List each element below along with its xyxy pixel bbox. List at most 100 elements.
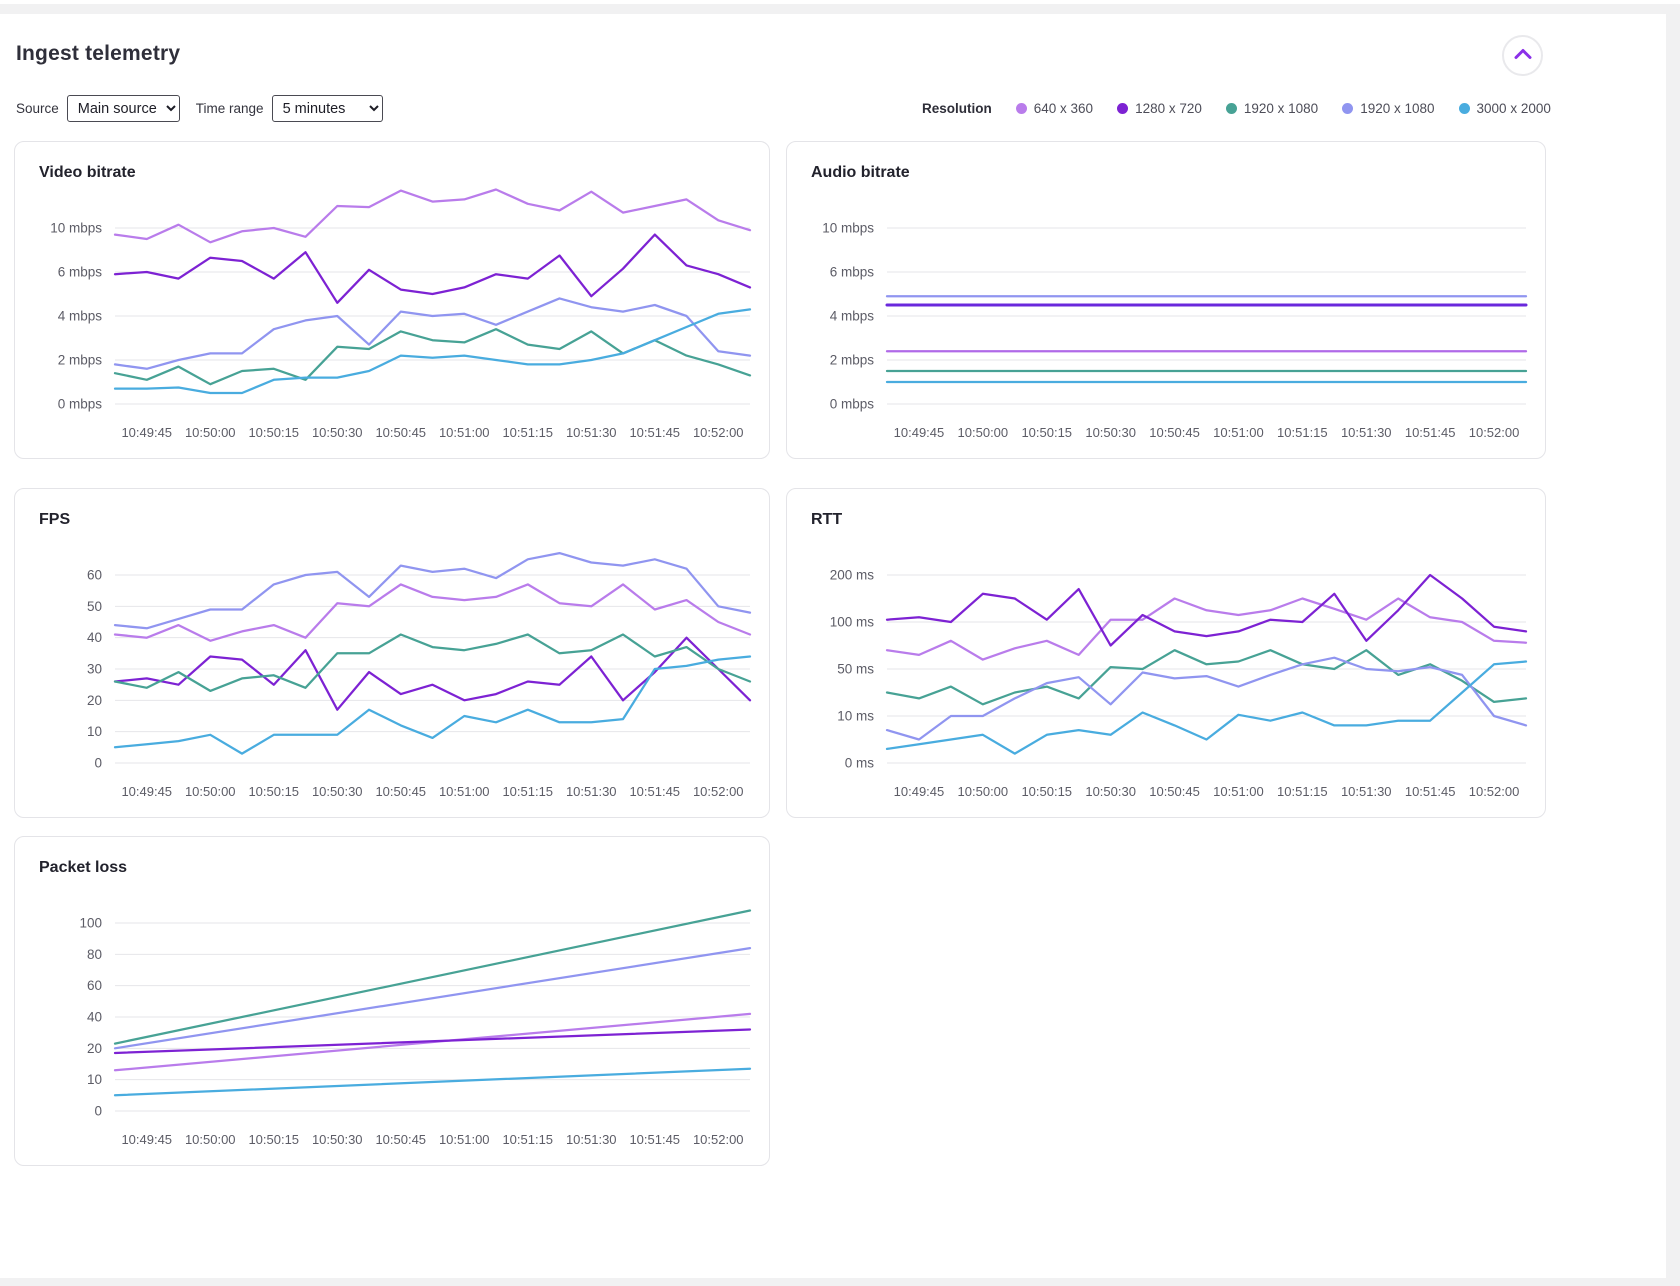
legend-item-1920x1080-b[interactable]: 1920 x 1080 — [1342, 101, 1435, 116]
svg-text:200 ms: 200 ms — [830, 568, 875, 583]
svg-text:10:51:30: 10:51:30 — [1341, 425, 1392, 440]
svg-text:2 mbps: 2 mbps — [830, 353, 875, 368]
svg-text:10:50:30: 10:50:30 — [1085, 784, 1136, 799]
svg-text:10:51:15: 10:51:15 — [502, 425, 553, 440]
svg-text:10:51:45: 10:51:45 — [1405, 784, 1456, 799]
legend-item-3000x2000[interactable]: 3000 x 2000 — [1458, 101, 1551, 116]
svg-text:10:50:00: 10:50:00 — [185, 784, 236, 799]
svg-text:4 mbps: 4 mbps — [830, 309, 875, 324]
svg-text:10:51:00: 10:51:00 — [439, 784, 490, 799]
svg-text:10:51:15: 10:51:15 — [502, 784, 553, 799]
chart-title: Video bitrate — [39, 164, 136, 181]
series-color-dot-icon — [1342, 103, 1354, 114]
svg-text:20: 20 — [87, 693, 102, 708]
svg-text:10:50:15: 10:50:15 — [1021, 425, 1072, 440]
svg-text:10:50:00: 10:50:00 — [958, 784, 1009, 799]
svg-text:10:50:45: 10:50:45 — [1149, 784, 1200, 799]
svg-text:10:50:30: 10:50:30 — [312, 425, 363, 440]
chart-title: Audio bitrate — [811, 164, 910, 181]
svg-text:10:51:30: 10:51:30 — [1341, 784, 1392, 799]
svg-text:10:52:00: 10:52:00 — [1469, 784, 1520, 799]
svg-text:0 ms: 0 ms — [845, 756, 875, 771]
chart-title: RTT — [811, 511, 843, 528]
time-range-select[interactable]: 5 minutes — [271, 95, 383, 122]
legend-title: Resolution — [922, 101, 992, 116]
bottom-divider-strip — [0, 1278, 1666, 1286]
rtt-panel: RTT 0 ms 10 ms 50 ms 100 ms 200 ms 10:49:45 10… — [786, 488, 1546, 818]
scrollbar-gutter[interactable] — [1666, 14, 1680, 1286]
svg-text:10:51:30: 10:51:30 — [566, 1132, 617, 1147]
svg-text:10:51:45: 10:51:45 — [629, 1132, 680, 1147]
source-label: Source — [16, 101, 59, 116]
series-color-dot-icon — [1117, 103, 1129, 114]
chevron-up-icon — [1514, 47, 1532, 65]
svg-text:10:51:00: 10:51:00 — [439, 425, 490, 440]
svg-text:10:51:15: 10:51:15 — [1277, 784, 1328, 799]
svg-text:10:49:45: 10:49:45 — [894, 425, 945, 440]
svg-text:10:52:00: 10:52:00 — [693, 425, 744, 440]
video-bitrate-chart: 0 mbps 2 mbps 4 mbps 6 mbps 10 mbps 10:49:45 1… — [39, 188, 756, 452]
resolution-legend: Resolution 640 x 360 1280 x 720 1920 x 1… — [922, 101, 1551, 116]
source-select[interactable]: Main source — [66, 95, 180, 122]
legend-item-1920x1080-a[interactable]: 1920 x 1080 — [1225, 101, 1318, 116]
series-color-dot-icon — [1458, 103, 1470, 114]
svg-text:10:50:45: 10:50:45 — [375, 425, 426, 440]
svg-text:10 mbps: 10 mbps — [50, 221, 102, 236]
fps-panel: FPS 0 10 20 30 40 50 60 10:49:45 10:50:00 10:50:1… — [14, 488, 770, 818]
svg-text:10:50:45: 10:50:45 — [375, 784, 426, 799]
svg-text:10:50:00: 10:50:00 — [185, 425, 236, 440]
svg-text:10: 10 — [87, 1072, 102, 1087]
svg-text:100 ms: 100 ms — [830, 615, 875, 630]
chart-title: Packet loss — [39, 859, 128, 876]
svg-text:50 ms: 50 ms — [837, 662, 874, 677]
svg-text:10:51:00: 10:51:00 — [439, 1132, 490, 1147]
svg-text:10:51:00: 10:51:00 — [1213, 784, 1264, 799]
audio-bitrate-panel: Audio bitrate 0 mbps 2 mbps 4 mbps 6 mbps 10… — [786, 141, 1546, 459]
top-divider-strip — [0, 4, 1680, 14]
svg-text:10:51:15: 10:51:15 — [1277, 425, 1328, 440]
collapse-section-button[interactable] — [1502, 35, 1543, 76]
rtt-chart: 0 ms 10 ms 50 ms 100 ms 200 ms 10:49:45 10:50:… — [811, 535, 1532, 811]
svg-text:10:51:45: 10:51:45 — [629, 784, 680, 799]
svg-text:10:50:30: 10:50:30 — [312, 784, 363, 799]
svg-text:6 mbps: 6 mbps — [58, 265, 103, 280]
svg-text:60: 60 — [87, 978, 102, 993]
svg-text:4 mbps: 4 mbps — [58, 309, 103, 324]
svg-text:10:49:45: 10:49:45 — [894, 784, 945, 799]
legend-item-640x360[interactable]: 640 x 360 — [1015, 101, 1093, 116]
svg-text:10:51:15: 10:51:15 — [502, 1132, 553, 1147]
video-bitrate-panel: Video bitrate 0 mbps 2 mbps 4 mbps 6 mbps 10… — [14, 141, 770, 459]
svg-text:100: 100 — [79, 916, 102, 931]
svg-text:0: 0 — [94, 1104, 102, 1119]
svg-text:0 mbps: 0 mbps — [58, 397, 103, 412]
svg-text:50: 50 — [87, 599, 102, 614]
legend-item-1280x720[interactable]: 1280 x 720 — [1117, 101, 1202, 116]
svg-text:10:50:45: 10:50:45 — [1149, 425, 1200, 440]
svg-text:10:50:30: 10:50:30 — [312, 1132, 363, 1147]
svg-text:0: 0 — [94, 756, 102, 771]
svg-text:10:50:15: 10:50:15 — [248, 784, 299, 799]
time-range-label: Time range — [195, 101, 264, 116]
svg-text:2 mbps: 2 mbps — [58, 353, 103, 368]
series-color-dot-icon — [1015, 103, 1027, 114]
svg-text:10:50:00: 10:50:00 — [185, 1132, 236, 1147]
svg-text:10:52:00: 10:52:00 — [693, 1132, 744, 1147]
fps-chart: 0 10 20 30 40 50 60 10:49:45 10:50:00 10:50:15 10:… — [39, 535, 756, 811]
svg-text:10:51:30: 10:51:30 — [566, 425, 617, 440]
svg-text:6 mbps: 6 mbps — [830, 265, 875, 280]
audio-bitrate-chart: 0 mbps 2 mbps 4 mbps 6 mbps 10 mbps 10:49:45 1… — [811, 188, 1532, 452]
svg-text:10:51:30: 10:51:30 — [566, 784, 617, 799]
svg-text:10:51:45: 10:51:45 — [1405, 425, 1456, 440]
svg-text:10:49:45: 10:49:45 — [121, 784, 172, 799]
packet-loss-panel: Packet loss 0 10 20 40 60 80 100 10:49:45 10:50:… — [14, 836, 770, 1166]
svg-text:10:49:45: 10:49:45 — [121, 425, 172, 440]
svg-text:10 mbps: 10 mbps — [822, 221, 874, 236]
svg-text:20: 20 — [87, 1041, 102, 1056]
svg-text:10:50:00: 10:50:00 — [958, 425, 1009, 440]
svg-text:10:51:00: 10:51:00 — [1213, 425, 1264, 440]
page-title: Ingest telemetry — [16, 42, 181, 65]
svg-text:10:50:15: 10:50:15 — [1021, 784, 1072, 799]
svg-text:10:50:15: 10:50:15 — [248, 1132, 299, 1147]
series-color-dot-icon — [1225, 103, 1237, 114]
